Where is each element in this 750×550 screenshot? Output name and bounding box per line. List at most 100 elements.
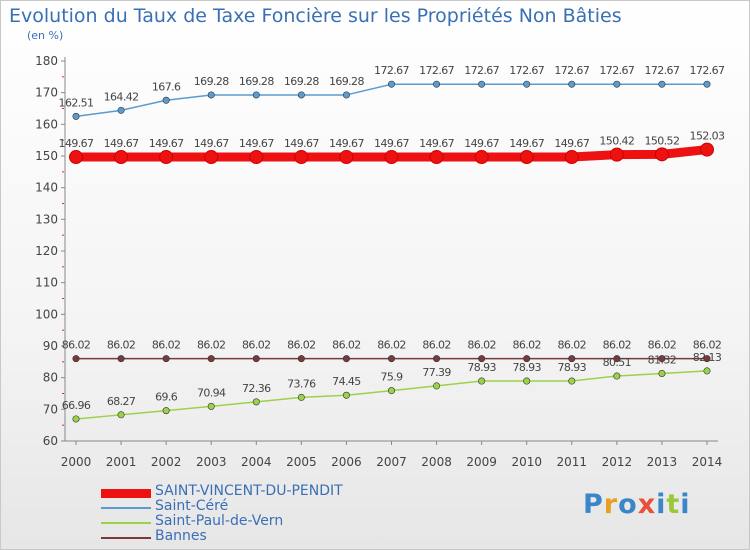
data-label: 74.45 [332, 375, 361, 388]
data-label: 162.51 [59, 96, 94, 109]
data-label: 86.02 [197, 339, 226, 352]
y-tick-label: 150 [35, 149, 58, 163]
data-point [613, 372, 621, 380]
logo-letter: i [680, 489, 691, 520]
x-tick-label: 2010 [511, 455, 542, 469]
data-point [609, 147, 624, 162]
data-label: 172.67 [554, 64, 589, 77]
data-point [207, 91, 215, 99]
data-label: 172.67 [374, 64, 409, 77]
data-label: 149.67 [149, 137, 184, 150]
data-point [564, 150, 579, 165]
data-label: 75.9 [380, 371, 403, 384]
data-point [114, 150, 129, 165]
legend-swatch [101, 507, 151, 509]
data-point [252, 355, 260, 363]
data-label: 172.67 [509, 64, 544, 77]
data-point [207, 355, 215, 363]
data-label: 172.67 [464, 64, 499, 77]
data-point [72, 355, 80, 363]
data-point [72, 415, 80, 423]
data-point [433, 355, 441, 363]
data-point [117, 355, 125, 363]
x-tick-label: 2014 [692, 455, 723, 469]
x-tick-label: 2004 [241, 455, 272, 469]
legend-label: Saint-Paul-de-Vern [155, 513, 284, 529]
legend-label: Saint-Céré [155, 498, 229, 514]
data-label: 86.02 [422, 339, 451, 352]
y-tick-label: 140 [35, 181, 58, 195]
data-point [523, 355, 531, 363]
data-label: 149.67 [329, 137, 364, 150]
data-label: 172.67 [690, 64, 725, 77]
data-point [162, 96, 170, 104]
x-tick-label: 2009 [466, 455, 497, 469]
data-label: 169.28 [194, 75, 229, 88]
data-label: 169.28 [284, 75, 319, 88]
data-point [658, 355, 666, 363]
y-tick-label: 60 [43, 434, 58, 448]
data-point [69, 150, 83, 165]
data-label: 86.02 [648, 339, 677, 352]
data-point [387, 355, 395, 363]
data-label: 70.94 [197, 386, 226, 399]
legend-label: SAINT-VINCENT-DU-PENDIT [155, 483, 343, 499]
logo-letter: x [637, 489, 657, 520]
data-label: 86.02 [107, 339, 136, 352]
x-tick-label: 2011 [557, 455, 588, 469]
legend-label: Bannes [155, 528, 207, 544]
data-point [297, 91, 305, 99]
data-label: 164.42 [104, 90, 139, 103]
y-tick-label: 90 [43, 339, 58, 353]
data-label: 167.6 [152, 80, 181, 93]
data-label: 78.93 [512, 361, 541, 374]
logo-letter: t [666, 489, 681, 520]
chart-title: Evolution du Taux de Taxe Foncière sur l… [9, 5, 622, 27]
data-point [342, 355, 350, 363]
data-point [117, 106, 125, 114]
data-label: 80.51 [603, 356, 632, 369]
x-tick-label: 2013 [647, 455, 678, 469]
y-tick-label: 70 [43, 402, 58, 416]
data-label: 172.67 [644, 64, 679, 77]
data-point [72, 112, 80, 120]
data-label: 86.02 [693, 339, 722, 352]
data-label: 149.67 [104, 137, 139, 150]
data-label: 69.6 [155, 391, 178, 404]
data-point [478, 377, 486, 385]
data-point [342, 91, 350, 99]
logo-letter: P [583, 489, 604, 520]
data-point [249, 150, 264, 165]
data-label: 86.02 [377, 339, 406, 352]
data-point [433, 80, 441, 88]
data-point [523, 80, 531, 88]
data-point [297, 393, 305, 401]
proxiti-logo: Proxiti [583, 489, 691, 520]
data-point [252, 398, 260, 406]
data-point [204, 150, 219, 165]
data-point [117, 411, 125, 419]
data-label: 149.67 [284, 137, 319, 150]
data-point [613, 80, 621, 88]
data-label: 149.67 [464, 137, 499, 150]
data-point [703, 80, 711, 88]
data-point [658, 369, 666, 377]
axes: 60 70 80 90 100 110 120 130 140 150 160 170 180 2000 2… [35, 54, 722, 469]
data-label: 68.27 [107, 395, 136, 408]
data-label: 77.39 [422, 366, 451, 379]
data-point [252, 91, 260, 99]
data-point [387, 387, 395, 395]
x-tick-label: 2005 [286, 455, 317, 469]
data-label: 72.36 [242, 382, 271, 395]
data-point [433, 382, 441, 390]
data-label: 149.67 [374, 137, 409, 150]
y-tick-label: 170 [35, 86, 58, 100]
data-label: 86.02 [332, 339, 361, 352]
x-tick-label: 2007 [376, 455, 407, 469]
data-label: 149.67 [59, 137, 94, 150]
x-tick-label: 2012 [602, 455, 633, 469]
data-point [658, 80, 666, 88]
data-label: 150.42 [599, 135, 634, 148]
x-tick-label: 2001 [106, 455, 137, 469]
data-point [339, 150, 354, 165]
